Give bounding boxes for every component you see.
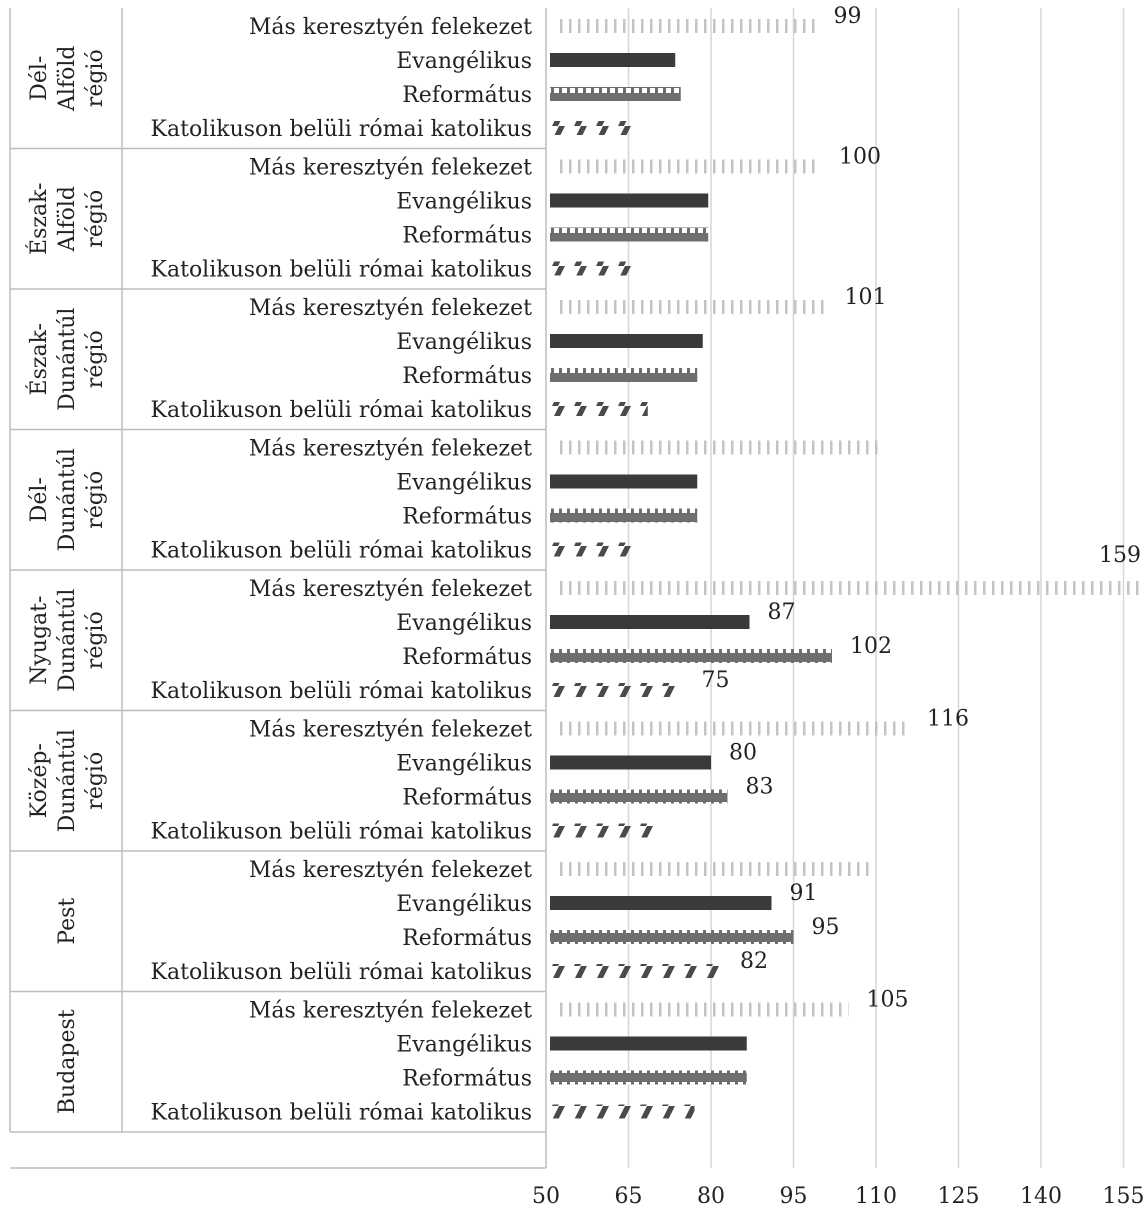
category-label-mas-keresztyen-felekezet: Más keresztyén felekezet [249, 858, 532, 883]
data-label-kozep-dunantul-regio-reformatus: 83 [746, 775, 774, 800]
category-label-reformatus: Református [402, 83, 532, 108]
bar-budapest-reformatus [550, 1070, 747, 1085]
category-label-katolikuson-beluli-romai-katolikus: Katolikuson belüli római katolikus [151, 960, 532, 985]
category-label-katolikuson-beluli-romai-katolikus: Katolikuson belüli római katolikus [151, 117, 532, 142]
bar-eszak-alfold-regio-evangelikus [550, 193, 709, 208]
region-label-nyugat-dunantul-regio: Nyugat- Dunántúl régió [27, 589, 108, 692]
data-label-nyugat-dunantul-regio-reformatus: 102 [850, 634, 892, 659]
region-label-budapest: Budapest [55, 1009, 80, 1114]
bar-eszak-alfold-regio-reformatus [550, 227, 709, 242]
bar-kozep-dunantul-regio-evangelikus [550, 755, 711, 770]
bar-del-alfold-regio-mas-keresztyen-felekezet [558, 19, 816, 33]
category-label-reformatus: Református [402, 1067, 532, 1092]
bar-del-alfold-regio-katolikuson-beluli-romai-katolikus [550, 121, 634, 135]
labels: 50 65 80 95 110 125 140 155 Dél- Alföld régió Más k… [25, 4, 1145, 1207]
category-label-evangelikus: Evangélikus [396, 471, 532, 496]
bar-nyugat-dunantul-regio-mas-keresztyen-felekezet [558, 581, 1140, 595]
category-label-reformatus: Református [402, 645, 532, 670]
data-label-budapest-mas-keresztyen-felekezet: 105 [867, 988, 909, 1013]
bar-eszak-alfold-regio-katolikuson-beluli-romai-katolikus [550, 261, 640, 276]
region-label-kozep-dunantul-regio: Közép- Dunántúl régió [27, 729, 108, 832]
data-label-pest-katolikuson-beluli-romai-katolikus: 82 [740, 949, 768, 974]
bar-eszak-dunantul-regio-katolikuson-beluli-romai-katolikus [550, 402, 648, 416]
bar-del-alfold-regio-evangelikus [550, 53, 676, 67]
region-label-del-dunantul-regio: Dél- Dunántúl régió [27, 448, 108, 551]
category-label-evangelikus: Evangélikus [396, 892, 532, 917]
category-label-katolikuson-beluli-romai-katolikus: Katolikuson belüli római katolikus [151, 258, 532, 283]
bar-del-dunantul-regio-reformatus [550, 508, 698, 523]
category-label-mas-keresztyen-felekezet: Más keresztyén felekezet [249, 718, 532, 743]
bar-del-dunantul-regio-katolikuson-beluli-romai-katolikus [550, 542, 640, 557]
bar-pest-reformatus [550, 930, 794, 944]
category-label-katolikuson-beluli-romai-katolikus: Katolikuson belüli római katolikus [151, 679, 532, 704]
bar-eszak-alfold-regio-mas-keresztyen-felekezet [558, 159, 821, 174]
bars [550, 19, 1140, 1119]
category-label-katolikuson-beluli-romai-katolikus: Katolikuson belüli római katolikus [151, 539, 532, 564]
data-label-eszak-alfold-regio-mas-keresztyen-felekezet: 100 [839, 145, 881, 170]
data-label-kozep-dunantul-regio-evangelikus: 80 [729, 741, 757, 766]
category-label-katolikuson-beluli-romai-katolikus: Katolikuson belüli római katolikus [151, 820, 532, 845]
category-label-evangelikus: Evangélikus [396, 752, 532, 777]
bar-del-alfold-regio-reformatus [550, 87, 681, 101]
data-label-del-alfold-regio-mas-keresztyen-felekezet: 99 [834, 4, 862, 29]
bar-pest-evangelikus [550, 896, 772, 910]
category-label-katolikuson-beluli-romai-katolikus: Katolikuson belüli római katolikus [151, 398, 532, 423]
region-label-eszak-dunantul-regio: Észak- Dunántúl régió [25, 308, 108, 411]
bar-kozep-dunantul-regio-katolikuson-beluli-romai-katolikus [550, 823, 656, 838]
category-label-mas-keresztyen-felekezet: Más keresztyén felekezet [249, 15, 532, 40]
bar-nyugat-dunantul-regio-evangelikus [550, 615, 750, 629]
data-label-nyugat-dunantul-regio-katolikuson-beluli-romai-katolikus: 75 [702, 668, 730, 693]
x-tick-label-65: 65 [615, 1184, 643, 1207]
category-label-mas-keresztyen-felekezet: Más keresztyén felekezet [249, 999, 532, 1024]
bar-nyugat-dunantul-regio-reformatus [550, 649, 832, 663]
category-label-reformatus: Református [402, 505, 532, 530]
data-label-pest-reformatus: 95 [812, 915, 840, 940]
bar-kozep-dunantul-regio-mas-keresztyen-felekezet [558, 721, 909, 736]
data-label-nyugat-dunantul-regio-evangelikus: 87 [768, 600, 796, 625]
bar-kozep-dunantul-regio-reformatus [550, 789, 728, 804]
data-label-kozep-dunantul-regio-mas-keresztyen-felekezet: 116 [927, 707, 969, 732]
bar-nyugat-dunantul-regio-katolikuson-beluli-romai-katolikus [550, 683, 684, 697]
region-label-pest: Pest [55, 898, 80, 945]
category-label-reformatus: Református [402, 224, 532, 249]
bar-budapest-katolikuson-beluli-romai-katolikus [550, 1104, 695, 1119]
category-label-evangelikus: Evangélikus [396, 1033, 532, 1058]
x-tick-label-80: 80 [697, 1184, 725, 1207]
x-tick-label-110: 110 [855, 1184, 897, 1207]
bar-budapest-mas-keresztyen-felekezet [558, 1002, 849, 1017]
category-label-evangelikus: Evangélikus [396, 611, 532, 636]
bar-pest-katolikuson-beluli-romai-katolikus [550, 964, 722, 978]
category-label-evangelikus: Evangélikus [396, 330, 532, 355]
category-label-mas-keresztyen-felekezet: Más keresztyén felekezet [249, 156, 532, 181]
bar-del-dunantul-regio-mas-keresztyen-felekezet [558, 440, 882, 455]
category-label-reformatus: Református [402, 786, 532, 811]
category-label-evangelikus: Evangélikus [396, 190, 532, 215]
bar-del-dunantul-regio-evangelikus [550, 474, 698, 489]
x-tick-label-155: 155 [1103, 1184, 1145, 1207]
category-label-mas-keresztyen-felekezet: Más keresztyén felekezet [249, 296, 532, 321]
category-label-reformatus: Református [402, 926, 532, 951]
region-label-eszak-alfold-regio: Észak- Alföld régió [25, 183, 108, 255]
category-label-evangelikus: Evangélikus [396, 49, 532, 74]
region-label-del-alfold-regio: Dél- Alföld régió [27, 46, 108, 112]
data-label-pest-evangelikus: 91 [790, 881, 818, 906]
category-label-katolikuson-beluli-romai-katolikus: Katolikuson belüli római katolikus [151, 1101, 532, 1126]
data-label-eszak-dunantul-regio-mas-keresztyen-felekezet: 101 [845, 285, 887, 310]
x-tick-label-95: 95 [780, 1184, 808, 1207]
data-label-nyugat-dunantul-regio-mas-keresztyen-felekezet: 159 [1099, 543, 1141, 568]
x-tick-label-140: 140 [1020, 1184, 1062, 1207]
x-tick-label-50: 50 [532, 1184, 560, 1207]
bar-budapest-evangelikus [550, 1036, 747, 1051]
x-tick-label-125: 125 [938, 1184, 980, 1207]
bar-eszak-dunantul-regio-evangelikus [550, 334, 703, 348]
category-label-mas-keresztyen-felekezet: Más keresztyén felekezet [249, 437, 532, 462]
category-frame [9, 8, 547, 1169]
bar-pest-mas-keresztyen-felekezet [558, 862, 874, 876]
bar-eszak-dunantul-regio-mas-keresztyen-felekezet [558, 300, 827, 314]
bar-eszak-dunantul-regio-reformatus [550, 368, 698, 382]
category-label-mas-keresztyen-felekezet: Más keresztyén felekezet [249, 577, 532, 602]
category-label-reformatus: Református [402, 364, 532, 389]
